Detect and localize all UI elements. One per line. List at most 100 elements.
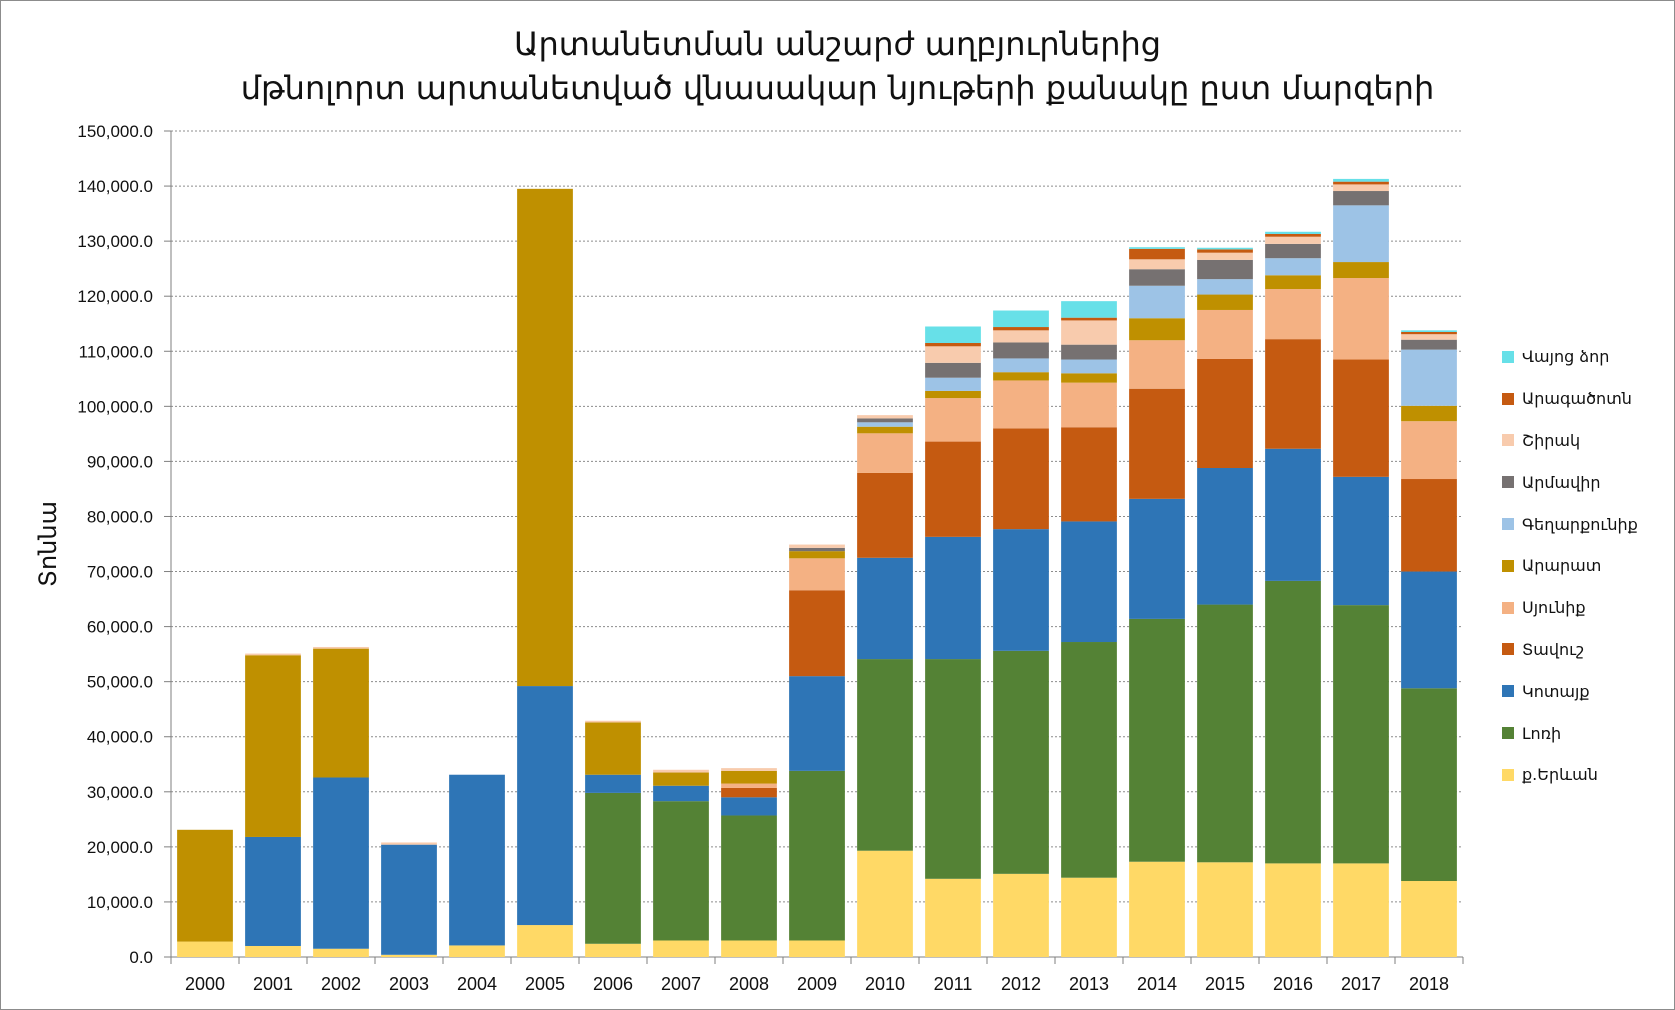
bar-segment [1401,571,1457,689]
legend-swatch [1502,601,1514,614]
x-tick-label: 2002 [321,974,361,994]
bar-segment [789,551,845,559]
x-tick-label: 2005 [525,974,565,994]
bar-segment [653,769,709,773]
bar-segment [381,844,437,955]
bar-segment [585,792,641,944]
bar-segment [517,925,573,957]
bar-segment [1265,243,1321,259]
x-tick-label: 2018 [1409,974,1449,994]
bar-segment [1333,605,1389,864]
bar-segment [857,557,913,660]
y-tick-label: 100,000.0 [77,397,153,416]
bar-segment [925,659,981,879]
bar-segment [585,774,641,793]
legend-label: Տավուշ [1522,639,1585,659]
bar-segment [1129,388,1185,499]
bar-segment [1197,309,1253,359]
legend-item: Արագածոտն [1502,378,1672,420]
legend-swatch [1502,392,1514,405]
bar-segment [1265,275,1321,290]
bar-segment [1129,247,1185,249]
bar-segment [925,343,981,347]
bar-segment [1265,863,1321,957]
bar-segment [1129,248,1185,260]
bar-segment [1333,191,1389,206]
legend-swatch [1502,518,1514,531]
bar-segment [1061,642,1117,878]
bar-segment [1333,278,1389,360]
bar-segment [653,772,709,786]
bar-segment [177,829,233,942]
bar-segment [1197,249,1253,253]
y-tick-label: 140,000.0 [77,177,153,196]
legend-swatch [1502,476,1514,489]
bar-segment [1401,688,1457,882]
legend-item: Կոտայք [1502,670,1672,712]
bar-segment [381,954,437,957]
legend-item: Արմավիր [1502,461,1672,503]
bar-segment [1061,344,1117,360]
bar-segment [721,768,777,771]
bar-segment [721,940,777,957]
bar-segment [653,801,709,941]
bar-segment [1265,233,1321,237]
bar-segment [857,472,913,558]
x-tick-label: 2008 [729,974,769,994]
x-tick-label: 2017 [1341,974,1381,994]
bar-segment [1333,359,1389,477]
bar-segment [1197,252,1253,260]
y-tick-label: 60,000.0 [87,618,153,637]
chart-title-line-1: Արտանետման անշարժ աղբյուրներից [513,25,1162,63]
legend-item: Վայոց ձոր [1502,336,1672,378]
bar-segment [857,418,913,423]
bar-segment [1129,618,1185,862]
y-axis-title: Տոննա [34,501,62,587]
x-tick-label: 2010 [865,974,905,994]
y-tick-label: 0.0 [129,948,153,967]
bar-segment [925,390,981,399]
bar-segment [789,770,845,941]
bar-segment [993,380,1049,429]
bar-segment [1333,205,1389,263]
bar-segment [993,428,1049,530]
bar-segment [721,787,777,798]
bar-segment [993,327,1049,331]
bar-segment [177,941,233,957]
legend-label: Վայոց ձոր [1522,347,1610,367]
bar-segment [1197,604,1253,863]
bar-segment [245,836,301,946]
legend-label: Արագածոտն [1522,389,1632,409]
x-tick-label: 2004 [457,974,497,994]
bar-segment [245,945,301,957]
bar-segment [925,362,981,378]
bar-segment [1265,339,1321,449]
y-tick-label: 40,000.0 [87,728,153,747]
bar-segment [1197,862,1253,957]
bar-segment [1061,317,1117,321]
bar-segment [245,653,301,656]
bar-segment [789,547,845,552]
bar-segment [1333,476,1389,606]
bar-segment [1401,421,1457,480]
bar-segment [1401,339,1457,350]
bar-segment [993,330,1049,343]
legend-label: Սյունիք [1522,598,1586,618]
bar-segment [1265,231,1321,234]
bar-segment [857,415,913,419]
legend-item: Սյունիք [1502,587,1672,629]
bar-segment [1061,301,1117,318]
bar-segment [925,878,981,957]
x-tick-label: 2006 [593,974,633,994]
bar-segment [1401,881,1457,957]
bar-segment [993,372,1049,381]
x-tick-label: 2012 [1001,974,1041,994]
bar-segment [449,945,505,957]
y-tick-label: 10,000.0 [87,893,153,912]
bar-segment [313,646,369,649]
legend-item: Տավուշ [1502,629,1672,671]
legend-label: Լոռի [1522,723,1562,743]
bar-segment [1197,358,1253,469]
legend-label: Արմավիր [1522,472,1601,492]
bar-segment [1129,269,1185,286]
